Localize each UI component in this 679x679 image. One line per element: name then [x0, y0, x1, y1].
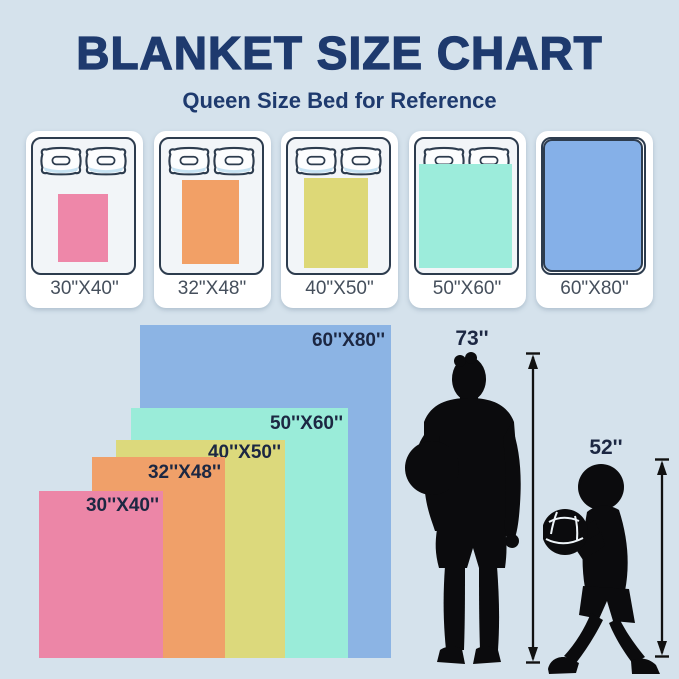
page-title: BLANKET SIZE CHART [76, 26, 603, 79]
page-subtitle: Queen Size Bed for Reference [182, 88, 497, 113]
blanket-swatch [543, 139, 643, 272]
size-card-40x50: 40"X50" [281, 131, 398, 308]
size-card-60x80: 60"X80" [536, 131, 653, 308]
pillow-icon [295, 146, 337, 176]
card-size-label: 30"X40" [50, 278, 119, 299]
rect-size-label: 30''X40'' [85, 495, 159, 516]
bed-illustration [158, 137, 264, 275]
boy-silhouette-icon [543, 464, 660, 674]
size-card-30x40: 30"X40" [26, 131, 143, 308]
pillow-icon [40, 146, 82, 176]
card-size-label: 32"X48" [177, 278, 247, 299]
man-height-arrow [526, 352, 540, 664]
bed-illustration [31, 137, 136, 275]
card-size-label: 50"X60" [432, 278, 502, 299]
bed-illustration [286, 137, 391, 275]
boy-height-label: 52'' [589, 436, 623, 459]
size-card-32x48: 32"X48" [153, 131, 271, 308]
card-size-label: 60"X80" [560, 278, 629, 299]
pillow-icon [213, 146, 255, 176]
man-silhouette-icon [405, 352, 521, 664]
size-card-50x60: 50"X60" [408, 131, 526, 308]
rect-size-label: 60''X80'' [311, 330, 385, 351]
rect-size-label: 40''X50'' [207, 442, 281, 463]
pillow-icon [340, 146, 382, 176]
card-size-label: 40"X50" [305, 278, 374, 299]
blanket-swatch [304, 178, 368, 268]
man-height-label: 73'' [455, 327, 489, 350]
bed-illustration [541, 137, 646, 275]
rect-size-label: 50''X60'' [269, 413, 343, 434]
rect-size-label: 32''X48'' [147, 462, 221, 483]
blanket-swatch [181, 180, 239, 264]
size-rect-30x40: 30''X40'' [39, 491, 163, 658]
bed-illustration [413, 137, 519, 275]
blanket-swatch [58, 194, 108, 262]
boy-height-arrow [655, 458, 669, 658]
pillow-icon [85, 146, 127, 176]
blanket-swatch [418, 164, 512, 268]
pillow-icon [168, 146, 210, 176]
reference-card-row: 30"X40" 32"X48" 40"X50" 50 [26, 131, 653, 308]
